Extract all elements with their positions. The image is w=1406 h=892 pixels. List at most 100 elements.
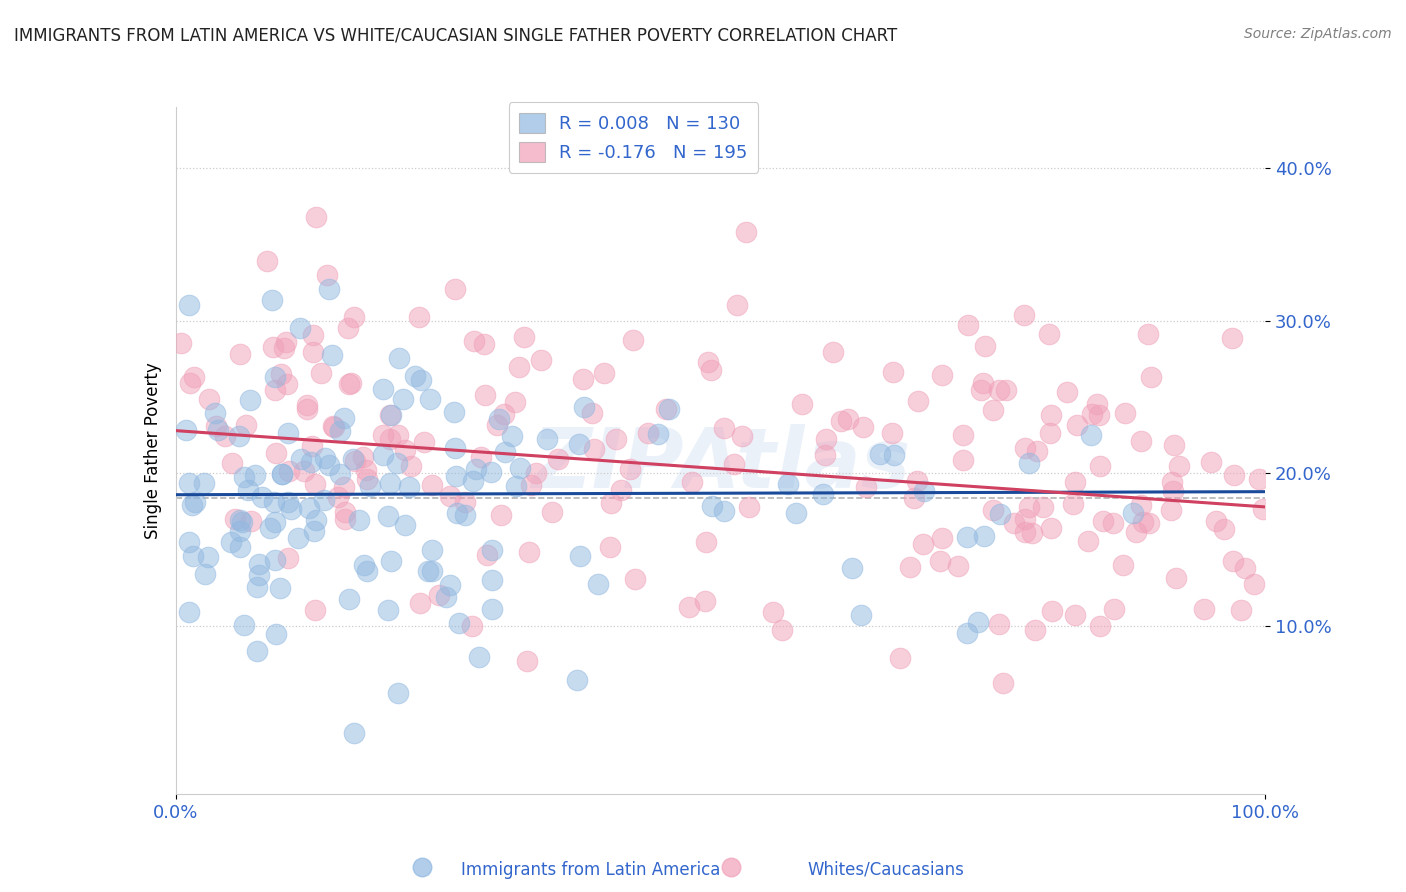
Point [567,673,589,688]
Point [882,366,904,380]
Point [264,515,287,529]
Point [1130,498,1153,512]
Point [1168,459,1191,474]
Point [1243,576,1265,591]
Point [318,282,340,296]
Point [1222,554,1244,568]
Point [695,594,717,608]
Point [494,444,516,458]
Text: ZIPAtlas: ZIPAtlas [531,424,910,505]
Point [322,419,344,434]
Point [256,254,278,268]
Legend: R = 0.008   N = 130, R = -0.176   N = 195: R = 0.008 N = 130, R = -0.176 N = 195 [509,103,758,173]
Point [1014,525,1036,540]
Point [1139,369,1161,384]
Point [855,480,877,494]
Point [337,376,360,391]
Point [912,483,935,498]
Point [335,512,357,526]
Point [290,452,312,467]
Point [263,553,285,567]
Point [318,458,340,472]
Point [988,617,1011,632]
Point [619,462,641,476]
Point [398,480,420,494]
Point [647,427,669,442]
Point [967,615,990,629]
Point [983,403,1005,417]
Point [1026,443,1049,458]
Point [1021,525,1043,540]
Point [392,392,415,406]
Point [305,211,328,225]
Point [695,534,717,549]
Point [880,426,903,441]
Point [1088,408,1111,422]
Point [184,494,207,508]
Point [1018,500,1040,515]
Point [1192,602,1215,616]
Point [536,433,558,447]
Point [814,448,837,462]
Point [356,472,378,486]
Point [492,407,515,421]
Point [342,452,364,467]
Point [713,421,735,435]
Point [700,500,723,514]
Point [723,457,745,471]
Point [219,535,242,549]
Point [436,591,458,605]
Point [409,596,432,610]
Point [305,513,328,527]
Point [605,432,627,446]
Point [179,376,201,390]
Point [903,491,925,505]
Point [353,558,375,572]
Point [1081,407,1104,421]
Point [1063,475,1085,490]
Point [304,476,326,491]
Point [572,400,595,414]
Point [851,607,873,622]
Point [1163,438,1185,452]
Point [388,351,411,365]
Point [264,383,287,397]
Point [713,504,735,518]
Point [197,550,219,565]
Point [1088,459,1111,474]
Point [287,531,309,545]
Point [907,474,929,488]
Point [322,420,344,434]
Point [520,478,543,492]
Point [988,383,1011,397]
Point [988,507,1011,521]
Point [337,592,360,607]
Point [380,553,402,567]
Point [394,443,416,458]
Point [277,426,299,441]
Point [600,496,623,510]
Point [610,483,633,498]
Point [586,577,609,591]
Point [1114,406,1136,420]
Point [931,368,953,382]
Point [443,282,465,296]
Point [1091,515,1114,529]
Point [264,446,287,460]
Point [439,489,461,503]
Point [762,605,785,619]
Point [488,412,510,426]
Point [194,566,217,581]
Point [770,623,793,637]
Point [814,433,837,447]
Point [378,408,401,422]
Point [509,461,531,475]
Point [624,572,647,586]
Point [373,427,395,442]
Point [1080,428,1102,442]
Point [329,467,352,482]
Point [295,401,318,416]
Point [193,476,215,491]
Point [243,468,266,483]
Point [1161,484,1184,499]
